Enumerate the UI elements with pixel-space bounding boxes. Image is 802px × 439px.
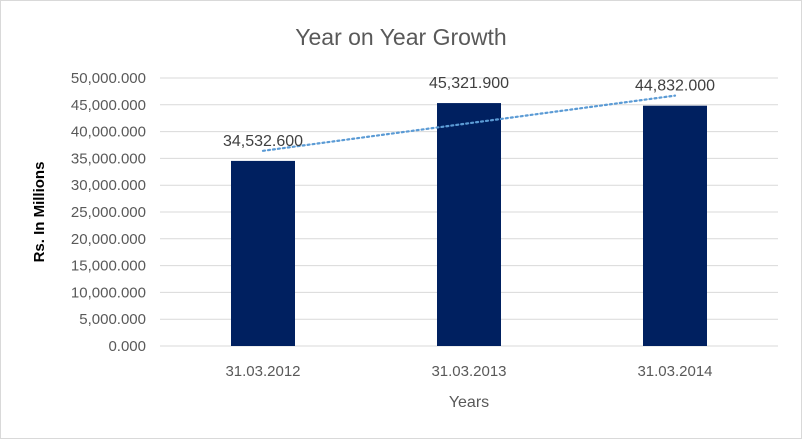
y-axis-ticks: 0.000 5,000.000 10,000.000 15,000.000 20,000… — [71, 70, 146, 355]
y-tick-label: 25,000.000 — [71, 204, 146, 221]
x-tick-label: 31.03.2012 — [225, 363, 300, 380]
x-tick-label: 31.03.2014 — [637, 363, 712, 380]
x-tick-label: 31.03.2013 — [431, 363, 506, 380]
data-labels: 34,532.600 45,321.900 44,832.000 — [223, 75, 715, 150]
y-tick-label: 0.000 — [108, 338, 146, 355]
x-axis-label: Years — [449, 394, 489, 411]
y-tick-label: 45,000.000 — [71, 97, 146, 114]
y-tick-label: 10,000.000 — [71, 284, 146, 301]
trendline — [261, 94, 677, 152]
data-label: 45,321.900 — [429, 75, 509, 92]
x-axis-ticks: 31.03.2012 31.03.2013 31.03.2014 — [225, 363, 712, 380]
y-tick-label: 15,000.000 — [71, 258, 146, 275]
y-tick-label: 40,000.000 — [71, 124, 146, 141]
y-tick-label: 35,000.000 — [71, 150, 146, 167]
bar — [643, 105, 707, 347]
trendline-line — [261, 94, 677, 152]
y-tick-label: 5,000.000 — [79, 311, 146, 328]
data-label: 34,532.600 — [223, 133, 303, 150]
y-tick-label: 20,000.000 — [71, 231, 146, 248]
bar — [437, 103, 501, 346]
data-label: 44,832.000 — [635, 78, 715, 95]
chart-title: Year on Year Growth — [295, 24, 506, 50]
y-tick-label: 30,000.000 — [71, 177, 146, 194]
bars — [231, 103, 707, 347]
y-tick-label: 50,000.000 — [71, 70, 146, 87]
bar — [231, 160, 295, 346]
y-axis-label: Rs. In Millions — [31, 162, 48, 263]
